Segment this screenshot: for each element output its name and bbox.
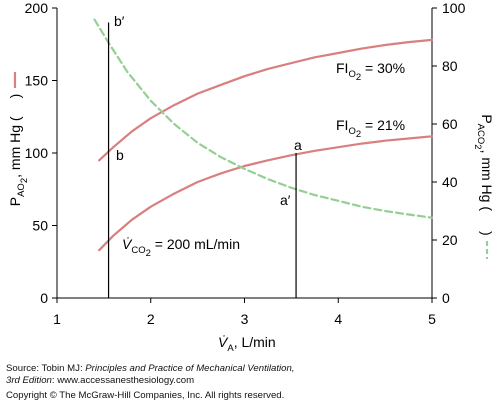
y-left-tick-label: 150	[25, 73, 49, 89]
x-tick-label: 4	[334, 311, 342, 327]
x-tick-label: 5	[428, 311, 436, 327]
point-label-a: a	[294, 137, 302, 153]
point-label-a-prime: a′	[280, 192, 291, 208]
svg-text:PACO2, mm Hg (): PACO2, mm Hg ()	[472, 114, 495, 235]
y-axis-left-title: PAO2, mm Hg ()	[7, 72, 30, 206]
y-left-tick-label: 100	[25, 145, 49, 161]
y-right-tick-label: 100	[442, 0, 466, 16]
x-tick-label: 2	[147, 311, 155, 327]
x-tick-label: 1	[53, 311, 61, 327]
reference-lines	[107, 22, 297, 298]
copyright-line: Copyright © The McGraw-Hill Companies, I…	[6, 390, 285, 401]
x-tick-label: 3	[241, 311, 249, 327]
y-right-tick-label: 40	[442, 174, 458, 190]
x-axis-title: V̇A, L/min	[218, 334, 276, 354]
y-left-tick-label: 0	[40, 290, 48, 306]
point-label-b-prime: b′	[114, 13, 125, 29]
series-layer	[93, 18, 434, 252]
series-line-1	[98, 135, 434, 252]
annotation-fio2-21: FIO2 = 21%	[336, 117, 405, 140]
y-right-tick-label: 80	[442, 58, 458, 74]
y-right-tick-label: 0	[442, 290, 450, 306]
y-left-tick-label: 50	[32, 218, 48, 234]
source-line-2: 3rd Edition: www.accessanesthesiology.co…	[6, 375, 195, 386]
y-right-tick-label: 60	[442, 116, 458, 132]
annotation-fio2-30: FIO2 = 30%	[336, 60, 405, 83]
series-line-2	[93, 18, 434, 219]
y-axis-right-title: PACO2, mm Hg ()	[472, 114, 495, 259]
y-right-tick-label: 20	[442, 232, 458, 248]
annotation-vco2: V̇CO2 = 200 mL/min	[122, 236, 240, 259]
svg-text:PAO2, mm Hg (): PAO2, mm Hg ()	[7, 94, 30, 207]
point-label-b: b	[116, 147, 124, 163]
source-line-1: Source: Tobin MJ: Principles and Practic…	[6, 363, 295, 374]
y-left-tick-label: 200	[25, 0, 49, 16]
series-line-0	[98, 38, 434, 162]
